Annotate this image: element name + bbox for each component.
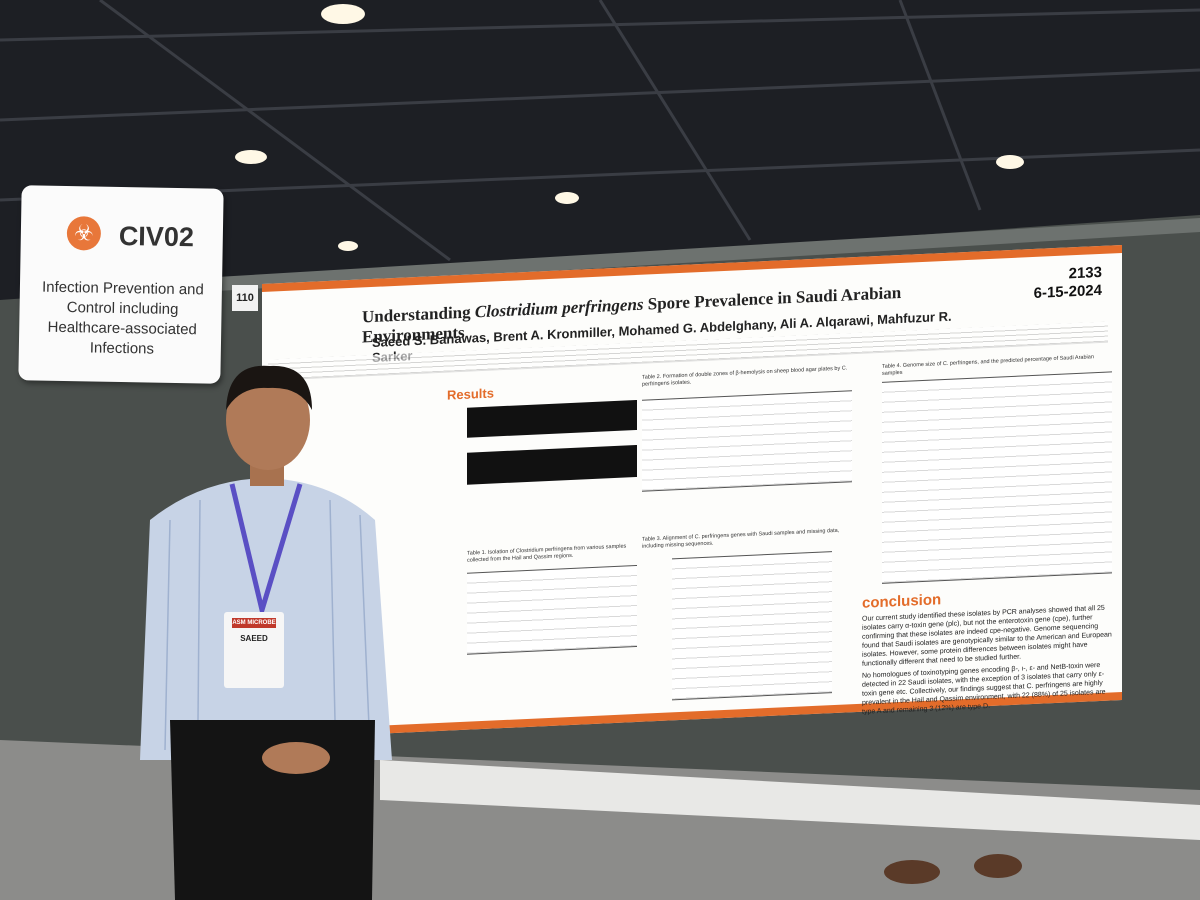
hands xyxy=(262,742,330,774)
table-skirt xyxy=(380,760,1200,840)
badge-name: SAEED xyxy=(240,634,268,643)
hair xyxy=(226,365,312,410)
shirt-stripes xyxy=(164,499,371,751)
board-top-rail xyxy=(200,218,1200,292)
name-badge: ASM MICROBE SAEED xyxy=(224,612,284,688)
board-number: 110 xyxy=(232,285,258,311)
badge-event: ASM MICROBE xyxy=(232,618,276,628)
head xyxy=(226,370,310,470)
shoes xyxy=(884,854,1022,884)
lanyard xyxy=(229,483,303,620)
